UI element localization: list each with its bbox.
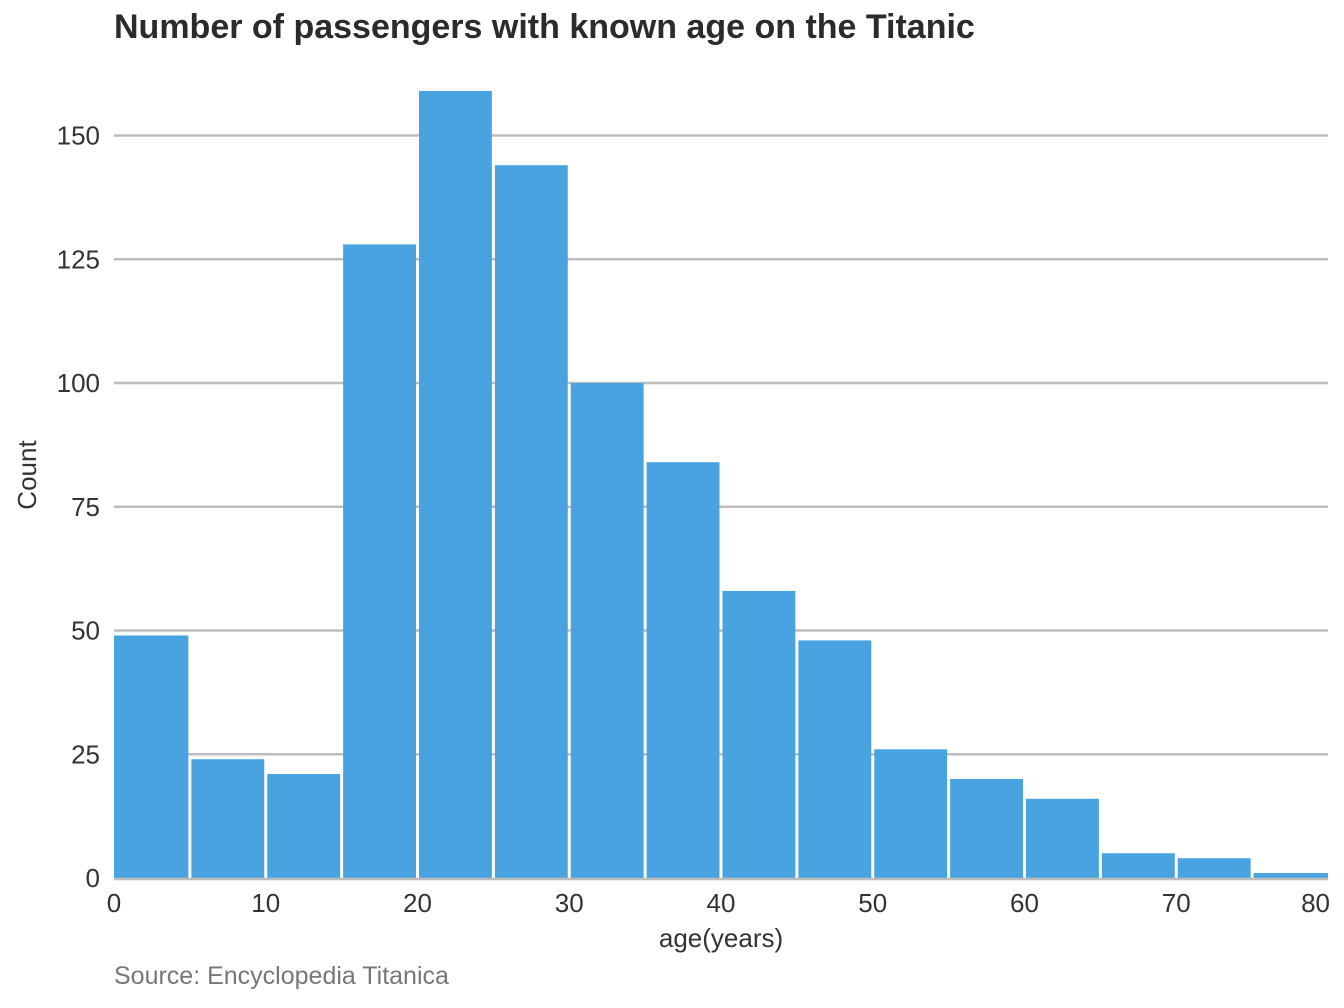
x-tick-label-40: 40 bbox=[707, 888, 736, 918]
y-tick-label-125: 125 bbox=[57, 244, 100, 274]
y-axis-tick-labels: 0 25 50 75 100 125 150 bbox=[57, 121, 100, 894]
x-axis-label: age(years) bbox=[659, 923, 783, 953]
y-tick-label-100: 100 bbox=[57, 368, 100, 398]
bar-35-40 bbox=[646, 462, 720, 878]
bar-75-80 bbox=[1253, 873, 1328, 878]
histogram-bars bbox=[114, 90, 1328, 878]
bar-40-45 bbox=[722, 590, 796, 878]
bar-55-60 bbox=[950, 779, 1023, 878]
y-tick-label-50: 50 bbox=[71, 616, 100, 646]
x-tick-label-20: 20 bbox=[403, 888, 432, 918]
bar-50-55 bbox=[874, 749, 948, 878]
x-tick-label-0: 0 bbox=[107, 888, 121, 918]
source-note: Source: Encyclopedia Titanica bbox=[114, 962, 449, 990]
bar-65-70 bbox=[1101, 853, 1175, 878]
y-tick-label-75: 75 bbox=[71, 492, 100, 522]
bar-20-25 bbox=[419, 90, 492, 878]
gridlines bbox=[114, 134, 1328, 756]
bar-30-35 bbox=[570, 383, 644, 878]
x-tick-label-30: 30 bbox=[555, 888, 584, 918]
y-tick-label-0: 0 bbox=[86, 863, 100, 893]
bar-70-75 bbox=[1177, 858, 1251, 878]
chart-title: Number of passengers with known age on t… bbox=[114, 8, 975, 46]
bar-45-50 bbox=[798, 640, 872, 878]
bar-5-10 bbox=[191, 759, 265, 878]
y-axis-label: Count bbox=[12, 440, 42, 510]
y-tick-label-25: 25 bbox=[71, 739, 100, 769]
x-axis-tick-labels: 0 10 20 30 40 50 60 70 80 bbox=[107, 888, 1330, 918]
x-tick-label-60: 60 bbox=[1010, 888, 1039, 918]
x-tick-label-70: 70 bbox=[1162, 888, 1191, 918]
x-tick-label-10: 10 bbox=[251, 888, 280, 918]
bar-0-5 bbox=[114, 635, 189, 878]
bar-60-65 bbox=[1026, 798, 1099, 878]
x-tick-label-50: 50 bbox=[858, 888, 887, 918]
y-tick-label-150: 150 bbox=[57, 121, 100, 151]
bar-10-15 bbox=[267, 774, 341, 878]
bar-25-30 bbox=[494, 165, 568, 878]
bar-15-20 bbox=[343, 244, 416, 878]
x-tick-label-80: 80 bbox=[1301, 888, 1330, 918]
